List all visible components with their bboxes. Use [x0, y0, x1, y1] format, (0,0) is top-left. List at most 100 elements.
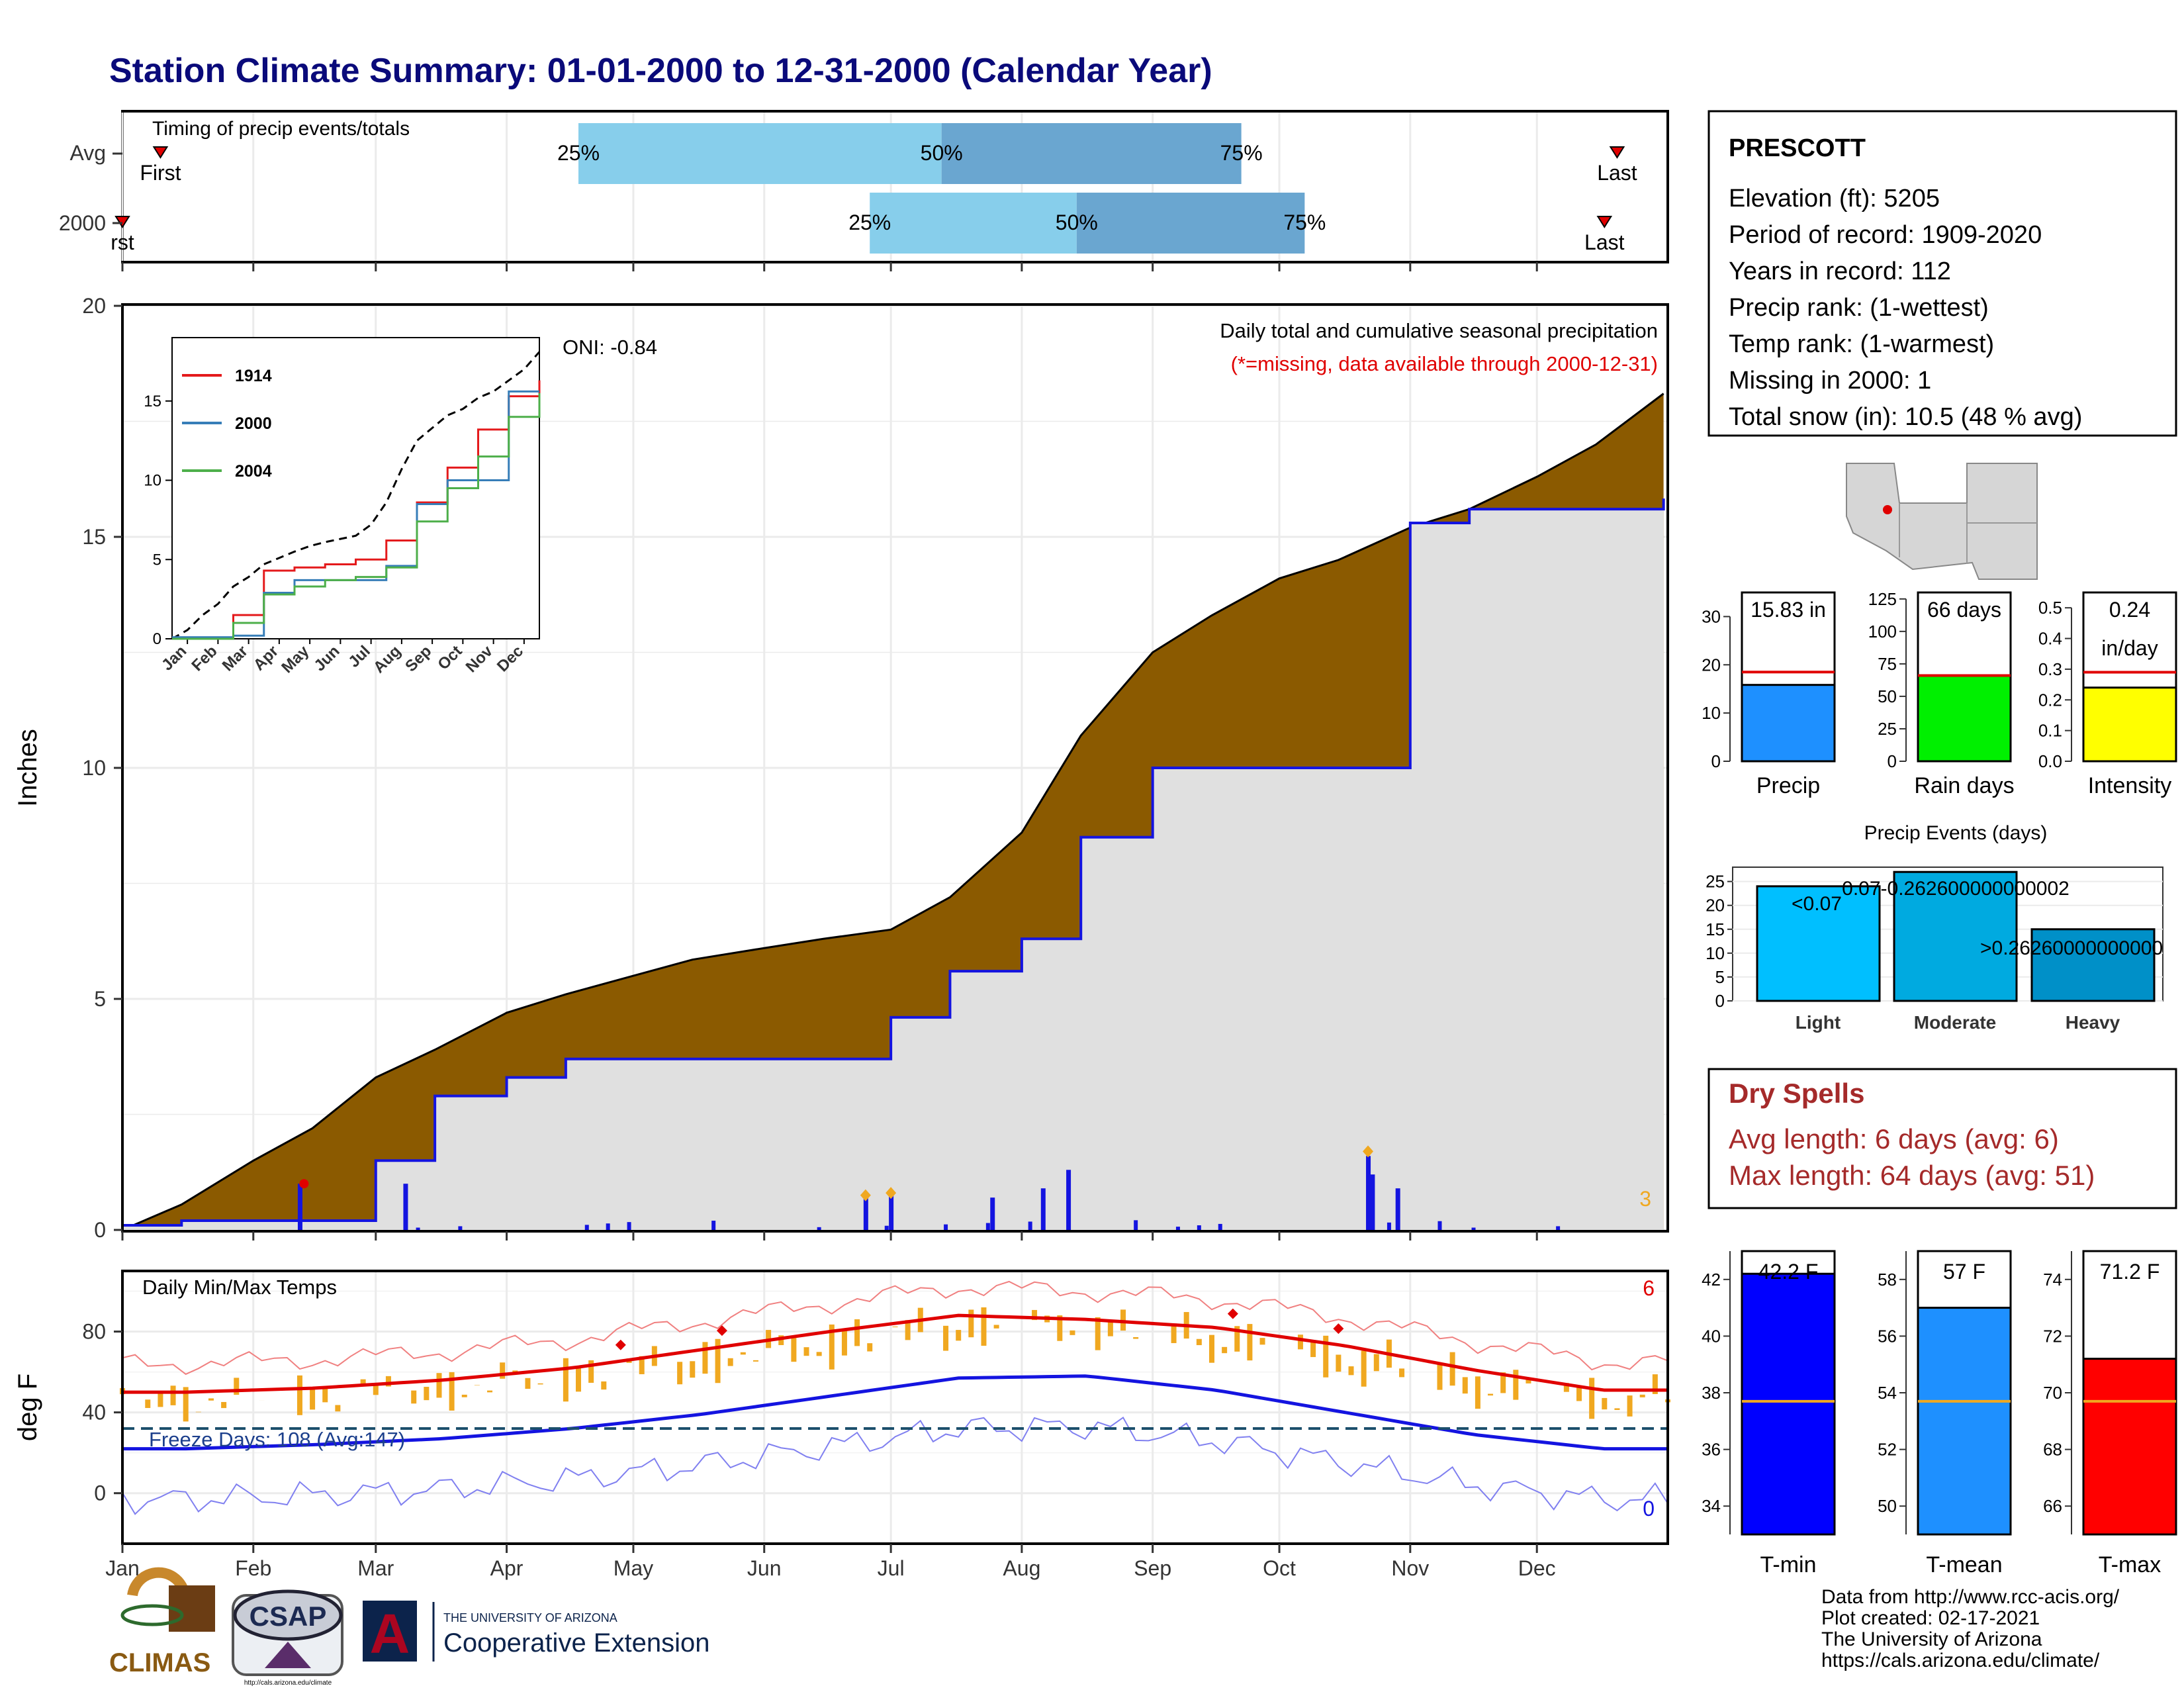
footer: CLIMAS CSAP http://cals.arizona.edu/clim…	[109, 1567, 2120, 1687]
station-info-line: Precip rank: (1-wettest)	[1729, 294, 1989, 322]
avg-min-line	[122, 1374, 1668, 1451]
month-tick-label: Oct	[1263, 1556, 1296, 1580]
events-category-label: Light	[1796, 1012, 1841, 1033]
summary-tick-label: 0	[1711, 751, 1721, 771]
daily-temp-bar	[310, 1389, 316, 1410]
inset-avg-line	[171, 351, 541, 640]
daily-temp-bar	[1488, 1393, 1494, 1396]
footer-line-2: Plot created: 02-17-2021	[1821, 1607, 2040, 1629]
temp-summary-tick-label: 38	[1702, 1383, 1721, 1403]
station-info-box: PRESCOTT Elevation (ft): 5205 Period of r…	[1707, 110, 2177, 437]
daily-temp-bar	[1259, 1338, 1265, 1345]
daily-temp-bar	[1336, 1354, 1342, 1372]
daily-temp-bar	[1437, 1364, 1443, 1390]
daily-temp-bar	[1513, 1370, 1519, 1400]
page-title: Station Climate Summary: 01-01-2000 to 1…	[109, 52, 1212, 90]
daily-temp-bar	[1057, 1315, 1063, 1341]
daily-temp-bar	[702, 1342, 708, 1374]
daily-precip-bar	[1197, 1225, 1201, 1230]
daily-precip-bar	[985, 1223, 990, 1230]
temp-panel-title: Daily Min/Max Temps	[142, 1276, 337, 1299]
dry-spells-avg: Avg length: 6 days (avg: 6)	[1729, 1123, 2059, 1154]
summary-bar-2	[2082, 686, 2177, 763]
daily-temp-bar	[537, 1383, 543, 1385]
daily-temp-bar	[195, 1411, 201, 1413]
events-bar-label-moderate: 0.07-0.262600000000002	[1842, 878, 2070, 900]
temp-summary-tick-label: 66	[2043, 1496, 2062, 1516]
temp-high-count: 6	[1643, 1276, 1655, 1300]
precip-high-marker	[1363, 1145, 1374, 1158]
inset-legend-label: 2000	[235, 414, 272, 433]
footer-line-4: https://cals.arizona.edu/climate/	[1821, 1650, 2100, 1671]
temp-summary-tick-label: 50	[1878, 1496, 1897, 1516]
station-info-line: Elevation (ft): 5205	[1729, 185, 1940, 212]
precip-panel: 0 5 10 15 20 Daily total and cumulative seas…	[13, 294, 1669, 1242]
daily-temp-bar	[1563, 1383, 1569, 1392]
daily-precip-bar	[1040, 1188, 1046, 1230]
daily-temp-bar	[1639, 1394, 1645, 1397]
ua-small-text: THE UNIVERSITY OF ARIZONA	[443, 1611, 617, 1624]
month-tick-label: Jul	[878, 1556, 905, 1580]
temp-summary-tick-label: 72	[2043, 1326, 2062, 1346]
events-bar-label-heavy: >0.262600000000002	[1980, 937, 2174, 959]
temp-summary-bar-2	[2082, 1358, 2177, 1536]
temp-panel: 0 40 80 Daily Min/Max Temps 6 0 Freeze Day…	[13, 1270, 1670, 1580]
daily-temp-bar	[1462, 1377, 1468, 1394]
daily-temp-bar	[1449, 1352, 1455, 1386]
events-bar-light	[1756, 885, 1881, 1002]
precip-events-title: Precip Events (days)	[1864, 822, 2048, 844]
daily-temp-bar	[1247, 1324, 1253, 1361]
daily-precip-bar	[403, 1184, 408, 1230]
summary-bars: 0 10 20 30 15.83 in Precip 0 25 50 75 100 125 66 day…	[1702, 589, 2177, 798]
timing-bar-50-75-avg	[941, 123, 1242, 184]
daily-temp-bar	[1171, 1324, 1177, 1343]
daily-precip-bar	[584, 1225, 589, 1230]
daily-precip-bar	[416, 1227, 420, 1230]
daily-temp-bar	[563, 1358, 569, 1402]
temp-summary-bars: 34 36 38 40 42 42.2 F T-min 50 52 54 56 58 57 F T-mea…	[1702, 1250, 2177, 1577]
temp-summary-tick-label: 34	[1702, 1496, 1721, 1516]
daily-temp-bar	[1310, 1340, 1316, 1358]
inset-line-2000	[172, 390, 539, 639]
temp-summary-tick-label: 68	[2043, 1440, 2062, 1460]
daily-temp-bar	[1361, 1350, 1367, 1387]
daily-precip-bar	[627, 1222, 631, 1230]
station-location-dot	[1883, 505, 1892, 514]
summary-bar-label: Rain days	[1914, 773, 2014, 798]
dry-spells-title: Dry Spells	[1729, 1078, 1864, 1109]
month-tick-label: Jan	[105, 1556, 140, 1580]
daily-precip-bar	[711, 1221, 716, 1230]
summary-tick-label: 0.0	[2038, 751, 2062, 771]
timing-panel: 25% 50% 75% First Last 25% 50% 75% rst Last Timin…	[59, 110, 1669, 271]
summary-value-label: 15.83 in	[1751, 598, 1826, 622]
temp-summary-tick-label: 42	[1702, 1270, 1721, 1289]
daily-precip-bar	[1366, 1156, 1371, 1230]
daily-temp-bar	[461, 1394, 467, 1397]
inset-line-2004	[172, 393, 541, 640]
daily-temp-bar	[1589, 1378, 1595, 1419]
events-tick-label: 15	[1706, 919, 1725, 939]
daily-precip-bar	[1395, 1188, 1400, 1230]
temp-ylabel: deg F	[13, 1374, 42, 1441]
temp-summary-bar-label: T-max	[2099, 1552, 2161, 1577]
timing-last-marker-avg	[1609, 146, 1625, 159]
month-tick-label: Dec	[1518, 1556, 1556, 1580]
daily-temp-bar	[1107, 1321, 1113, 1336]
daily-temp-bar	[436, 1373, 442, 1398]
daily-precip-bar	[606, 1223, 610, 1230]
events-bar-heavy	[2030, 928, 2156, 1002]
summary-tick-label: 50	[1878, 686, 1897, 706]
timing-bar-50-75-2000	[1076, 193, 1305, 254]
daily-temp-bar	[816, 1352, 822, 1356]
events-tick-label: 10	[1706, 943, 1725, 963]
daily-precip-bar	[863, 1197, 868, 1230]
temp-summary-bar-label: T-min	[1760, 1552, 1817, 1577]
precip-ytick-label: 0	[94, 1218, 106, 1242]
daily-temp-bar	[360, 1379, 366, 1385]
station-info-line: Missing in 2000: 1	[1729, 367, 1931, 395]
station-info-line: Years in record: 112	[1729, 258, 1951, 285]
temp-summary-tick-label: 56	[1878, 1326, 1897, 1346]
ua-logo: A THE UNIVERSITY OF ARIZONA Cooperative …	[363, 1601, 709, 1665]
daily-temp-bar	[1069, 1330, 1075, 1335]
